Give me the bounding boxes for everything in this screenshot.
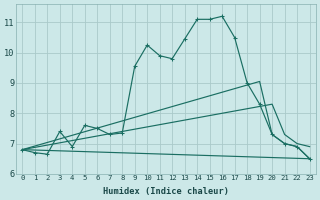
X-axis label: Humidex (Indice chaleur): Humidex (Indice chaleur): [103, 187, 229, 196]
